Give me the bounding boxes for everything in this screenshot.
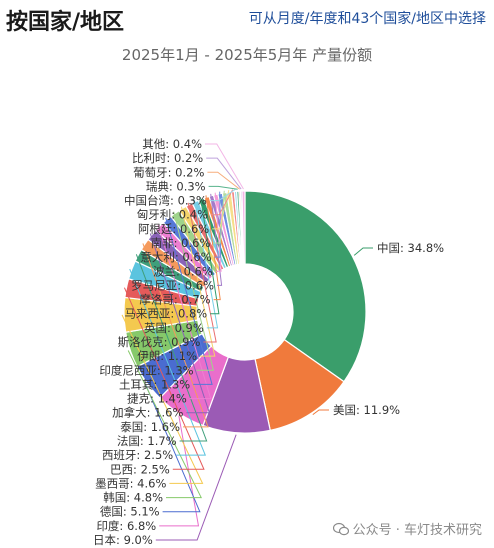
leader-line — [193, 199, 219, 329]
leader-line — [209, 188, 236, 202]
slice-label: 墨西哥: 4.6% — [95, 476, 166, 490]
leader-line — [208, 185, 238, 190]
leader-line — [127, 350, 203, 499]
page-title: 按国家/地区 — [6, 10, 125, 35]
slice-label: 南非: 0.6% — [151, 236, 211, 250]
slice-label: 德国: 5.1% — [100, 505, 160, 519]
leader-line — [123, 287, 205, 470]
slice-label: 印度尼西亚: 1.3% — [99, 363, 193, 377]
slice-label: 马来西亚: 0.8% — [124, 307, 207, 321]
slice-label: 摩洛哥: 0.7% — [139, 293, 210, 307]
slice-label: 瑞典: 0.3% — [146, 179, 206, 193]
chart-subtitle: 2025年1月 - 2025年5月年 产量份额 — [121, 46, 373, 64]
slice-label: 英国: 0.9% — [144, 321, 204, 335]
leader-line — [353, 247, 373, 256]
leader-line — [121, 314, 204, 484]
slice-label: 其他: 0.4% — [142, 137, 202, 151]
country-selector-link[interactable]: 可从月度/年度和43个国家/地区中选择 — [248, 11, 486, 27]
leader-line — [199, 197, 220, 315]
slice-label: 葡萄牙: 0.2% — [133, 165, 204, 179]
leader-line — [173, 211, 215, 371]
leader-line — [129, 268, 207, 456]
slice-label: 加拿大: 1.6% — [112, 406, 183, 420]
slice-label: 阿根廷: 0.6% — [138, 222, 209, 236]
leader-line — [157, 224, 212, 400]
slice-label: 罗马尼亚: 0.6% — [131, 278, 214, 292]
slice-label: 匈牙利: 0.4% — [137, 208, 208, 222]
slice-label: 印度: 6.8% — [96, 519, 156, 533]
leader-line — [135, 254, 208, 442]
leader-line — [214, 192, 222, 272]
leader-line — [207, 171, 240, 190]
slice-label: 日本: 9.0% — [93, 533, 153, 547]
slice-其他[interactable] — [241, 190, 246, 265]
slice-label: 韩国: 4.8% — [103, 491, 163, 505]
leader-line — [165, 217, 213, 385]
leader-line — [206, 157, 242, 190]
leader-line — [142, 243, 209, 428]
watermark: 公众号 · 车灯技术研究 — [332, 519, 482, 538]
slice-label: 斯洛伐克: 0.9% — [118, 335, 201, 349]
leader-line — [155, 434, 237, 541]
slice-label: 土耳其: 1.3% — [119, 377, 190, 391]
slice-label: 美国: 11.9% — [333, 403, 400, 417]
slice-label: 泰国: 1.6% — [120, 420, 180, 434]
slice-label: 法国: 1.7% — [117, 434, 177, 448]
leader-line — [205, 195, 221, 301]
leader-line — [180, 206, 216, 357]
leader-line — [159, 415, 200, 527]
slice-label: 比利时: 0.2% — [132, 151, 203, 165]
leader-line — [205, 143, 244, 190]
slice-label: 意大利: 0.6% — [140, 250, 211, 264]
slice-label: 中国: 34.8% — [377, 241, 444, 255]
wechat-icon — [332, 522, 349, 536]
leader-line — [149, 233, 211, 414]
leader-line — [312, 409, 329, 416]
watermark-text: 公众号 · 车灯技术研究 — [352, 523, 482, 538]
slice-label: 捷克: 1.4% — [127, 392, 187, 406]
slice-中国[interactable] — [244, 190, 367, 383]
leader-line — [210, 193, 223, 286]
leader-line — [211, 189, 234, 216]
slice-label: 巴西: 2.5% — [110, 462, 170, 476]
slice-label: 伊朗: 1.1% — [137, 349, 197, 363]
slice-label: 西班牙: 2.5% — [102, 448, 173, 462]
slice-label: 中国台湾: 0.3% — [124, 194, 207, 208]
slice-label: 波兰: 0.6% — [153, 264, 213, 278]
leader-line — [187, 202, 217, 343]
leader-line — [145, 384, 201, 513]
